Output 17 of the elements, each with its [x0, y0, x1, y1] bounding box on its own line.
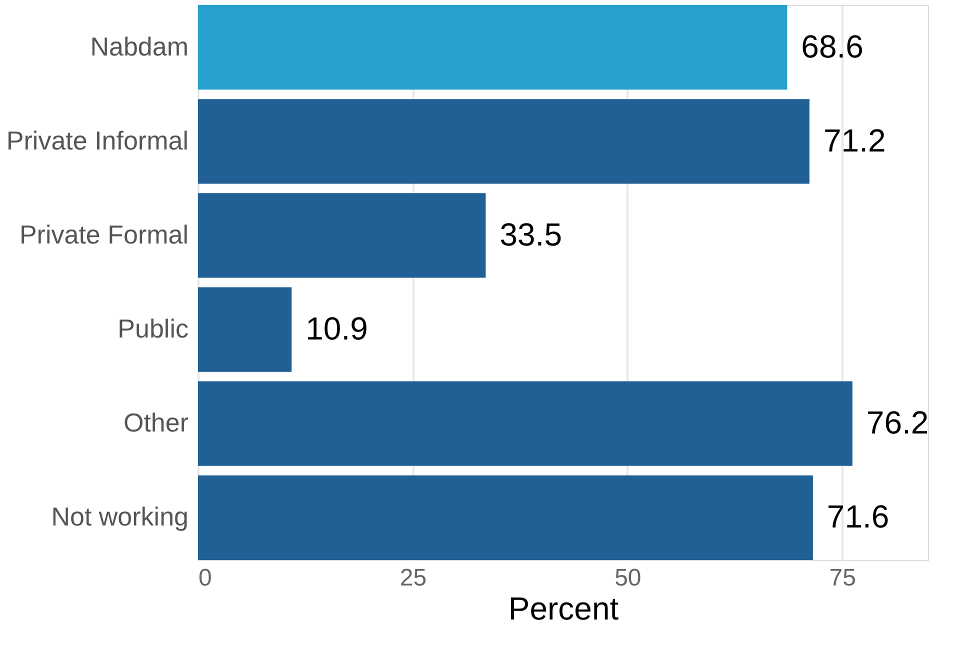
data-label: 68.6 — [801, 28, 864, 64]
data-label: 71.2 — [823, 122, 886, 158]
x-tick-label: 25 — [400, 564, 427, 592]
y-tick-label: Public — [118, 314, 188, 344]
y-tick-label: Other — [123, 408, 189, 438]
x-tick-label: 0 — [198, 564, 212, 592]
x-tick-label: 75 — [829, 564, 856, 592]
y-tick-label: Private Formal — [19, 219, 188, 250]
x-tick-label: 50 — [614, 564, 642, 592]
data-label: 33.5 — [500, 216, 562, 252]
y-tick-label: Private Informal — [6, 125, 188, 156]
data-label: 76.2 — [866, 404, 929, 441]
data-label: 10.9 — [306, 310, 368, 347]
y-tick-label: Not working — [51, 502, 188, 532]
y-tick-label: Nabdam — [90, 31, 188, 62]
x-axis-title: Percent — [508, 590, 619, 626]
data-label: 71.6 — [826, 498, 890, 535]
